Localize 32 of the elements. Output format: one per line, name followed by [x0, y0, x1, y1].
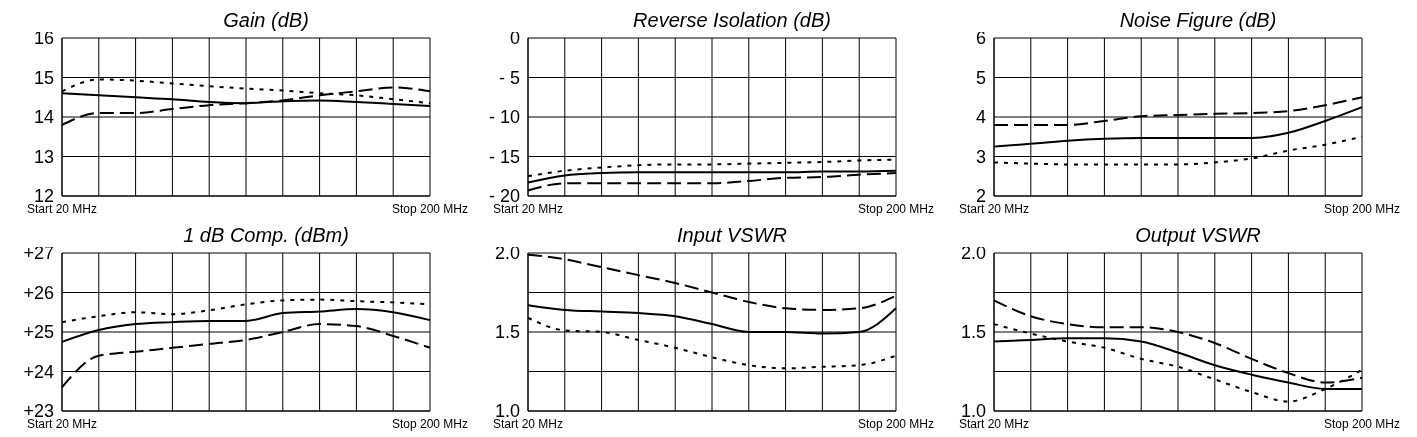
x-tick-label: Stop 200 MHz — [857, 416, 935, 431]
chart-title: Gain (dB) — [223, 9, 309, 31]
chart-title: Input VSWR — [676, 224, 788, 246]
y-tick-label: 0 — [509, 28, 520, 49]
y-tick-label: - 15 — [488, 146, 520, 167]
y-tick-label: 4 — [975, 107, 986, 128]
x-tick-label: Stop 200 MHz — [1323, 201, 1401, 216]
y-tick-label: 5 — [975, 67, 986, 88]
y-tick-label: +25 — [23, 322, 54, 343]
y-tick-label: 16 — [33, 28, 54, 49]
y-tick-label: - 10 — [488, 107, 520, 128]
x-tick-label: Stop 200 MHz — [1323, 416, 1401, 431]
y-tick-label: 1.5 — [494, 322, 520, 343]
x-tick-label: Stop 200 MHz — [391, 416, 469, 431]
chart-title: Reverse Isolation (dB) — [633, 9, 831, 31]
y-tick-label: +27 — [23, 243, 54, 264]
y-tick-label: 14 — [33, 107, 54, 128]
y-tick-label: +24 — [23, 361, 54, 382]
x-tick-label: Stop 200 MHz — [857, 201, 935, 216]
y-tick-label: - 5 — [498, 67, 520, 88]
y-tick-label: 6 — [975, 28, 986, 49]
chart-title: 1 dB Comp. (dBm) — [183, 224, 349, 246]
y-tick-label: 13 — [33, 146, 54, 167]
y-tick-label: 3 — [975, 146, 986, 167]
chart-title: Noise Figure (dB) — [1119, 9, 1277, 31]
chart-title: Output VSWR — [1135, 224, 1261, 246]
y-tick-label: 1.5 — [960, 322, 986, 343]
y-tick-label: 2.0 — [960, 243, 986, 264]
y-tick-label: +26 — [23, 282, 54, 303]
y-tick-label: 15 — [33, 67, 54, 88]
x-tick-label: Stop 200 MHz — [391, 201, 469, 216]
y-tick-label: 2.0 — [494, 243, 520, 264]
